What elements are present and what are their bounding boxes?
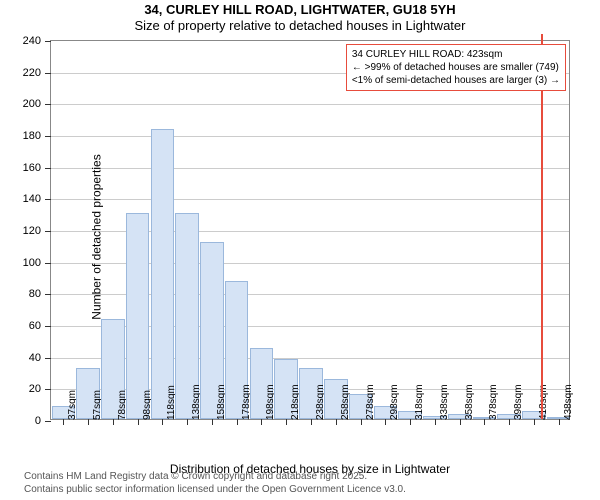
- y-tick-label: 40: [29, 352, 41, 364]
- x-tick-label: 358sqm: [464, 384, 475, 420]
- y-tick-label: 80: [29, 288, 41, 300]
- y-tick: [45, 41, 51, 42]
- annotation-line2: ← >99% of detached houses are smaller (7…: [352, 61, 560, 74]
- histogram-bar: [151, 129, 175, 419]
- x-tick: [113, 419, 114, 425]
- x-tick: [187, 419, 188, 425]
- x-tick: [63, 419, 64, 425]
- y-tick-label: 20: [29, 383, 41, 395]
- annotation-box: 34 CURLEY HILL ROAD: 423sqm ← >99% of de…: [346, 44, 566, 91]
- y-tick: [45, 199, 51, 200]
- x-tick-label: 438sqm: [563, 384, 574, 420]
- y-tick: [45, 389, 51, 390]
- y-tick: [45, 326, 51, 327]
- x-tick: [88, 419, 89, 425]
- y-tick: [45, 421, 51, 422]
- footer: Contains HM Land Registry data © Crown c…: [24, 470, 406, 496]
- x-tick: [460, 419, 461, 425]
- chart-subtitle: Size of property relative to detached ho…: [0, 18, 600, 33]
- histogram-bar: [126, 213, 150, 419]
- footer-line1: Contains HM Land Registry data © Crown c…: [24, 470, 406, 483]
- annotation-line1: 34 CURLEY HILL ROAD: 423sqm: [352, 48, 560, 61]
- y-tick-label: 160: [23, 162, 41, 174]
- gridline: [51, 168, 569, 169]
- gridline: [51, 104, 569, 105]
- x-tick-label: 318sqm: [414, 384, 425, 420]
- y-tick-label: 0: [35, 415, 41, 427]
- x-tick: [385, 419, 386, 425]
- y-tick-label: 240: [23, 35, 41, 47]
- highlight-marker: [541, 34, 543, 419]
- x-tick: [410, 419, 411, 425]
- y-tick-label: 180: [23, 130, 41, 142]
- y-tick: [45, 104, 51, 105]
- x-tick: [286, 419, 287, 425]
- y-tick-label: 60: [29, 320, 41, 332]
- x-tick: [509, 419, 510, 425]
- y-tick-label: 200: [23, 98, 41, 110]
- gridline: [51, 136, 569, 137]
- y-tick: [45, 294, 51, 295]
- y-tick: [45, 168, 51, 169]
- y-tick-label: 100: [23, 257, 41, 269]
- y-tick: [45, 231, 51, 232]
- x-tick: [212, 419, 213, 425]
- x-tick: [435, 419, 436, 425]
- x-tick: [484, 419, 485, 425]
- y-tick-label: 120: [23, 225, 41, 237]
- chart-title: 34, CURLEY HILL ROAD, LIGHTWATER, GU18 5…: [0, 2, 600, 17]
- y-tick-label: 140: [23, 193, 41, 205]
- y-tick: [45, 263, 51, 264]
- gridline: [51, 199, 569, 200]
- plot-area: 02040608010012014016018020022024037sqm57…: [50, 40, 570, 420]
- y-axis-label: Number of detached properties: [90, 154, 104, 319]
- y-tick: [45, 358, 51, 359]
- x-tick: [261, 419, 262, 425]
- x-tick: [336, 419, 337, 425]
- x-tick: [559, 419, 560, 425]
- x-tick: [237, 419, 238, 425]
- y-tick: [45, 136, 51, 137]
- x-tick-label: 418sqm: [538, 384, 549, 420]
- x-tick: [361, 419, 362, 425]
- chart-container: 02040608010012014016018020022024037sqm57…: [50, 40, 570, 420]
- x-tick: [162, 419, 163, 425]
- y-tick: [45, 73, 51, 74]
- x-tick: [311, 419, 312, 425]
- x-tick: [138, 419, 139, 425]
- x-tick: [534, 419, 535, 425]
- footer-line2: Contains public sector information licen…: [24, 483, 406, 496]
- annotation-line3: <1% of semi-detached houses are larger (…: [352, 74, 560, 87]
- y-tick-label: 220: [23, 67, 41, 79]
